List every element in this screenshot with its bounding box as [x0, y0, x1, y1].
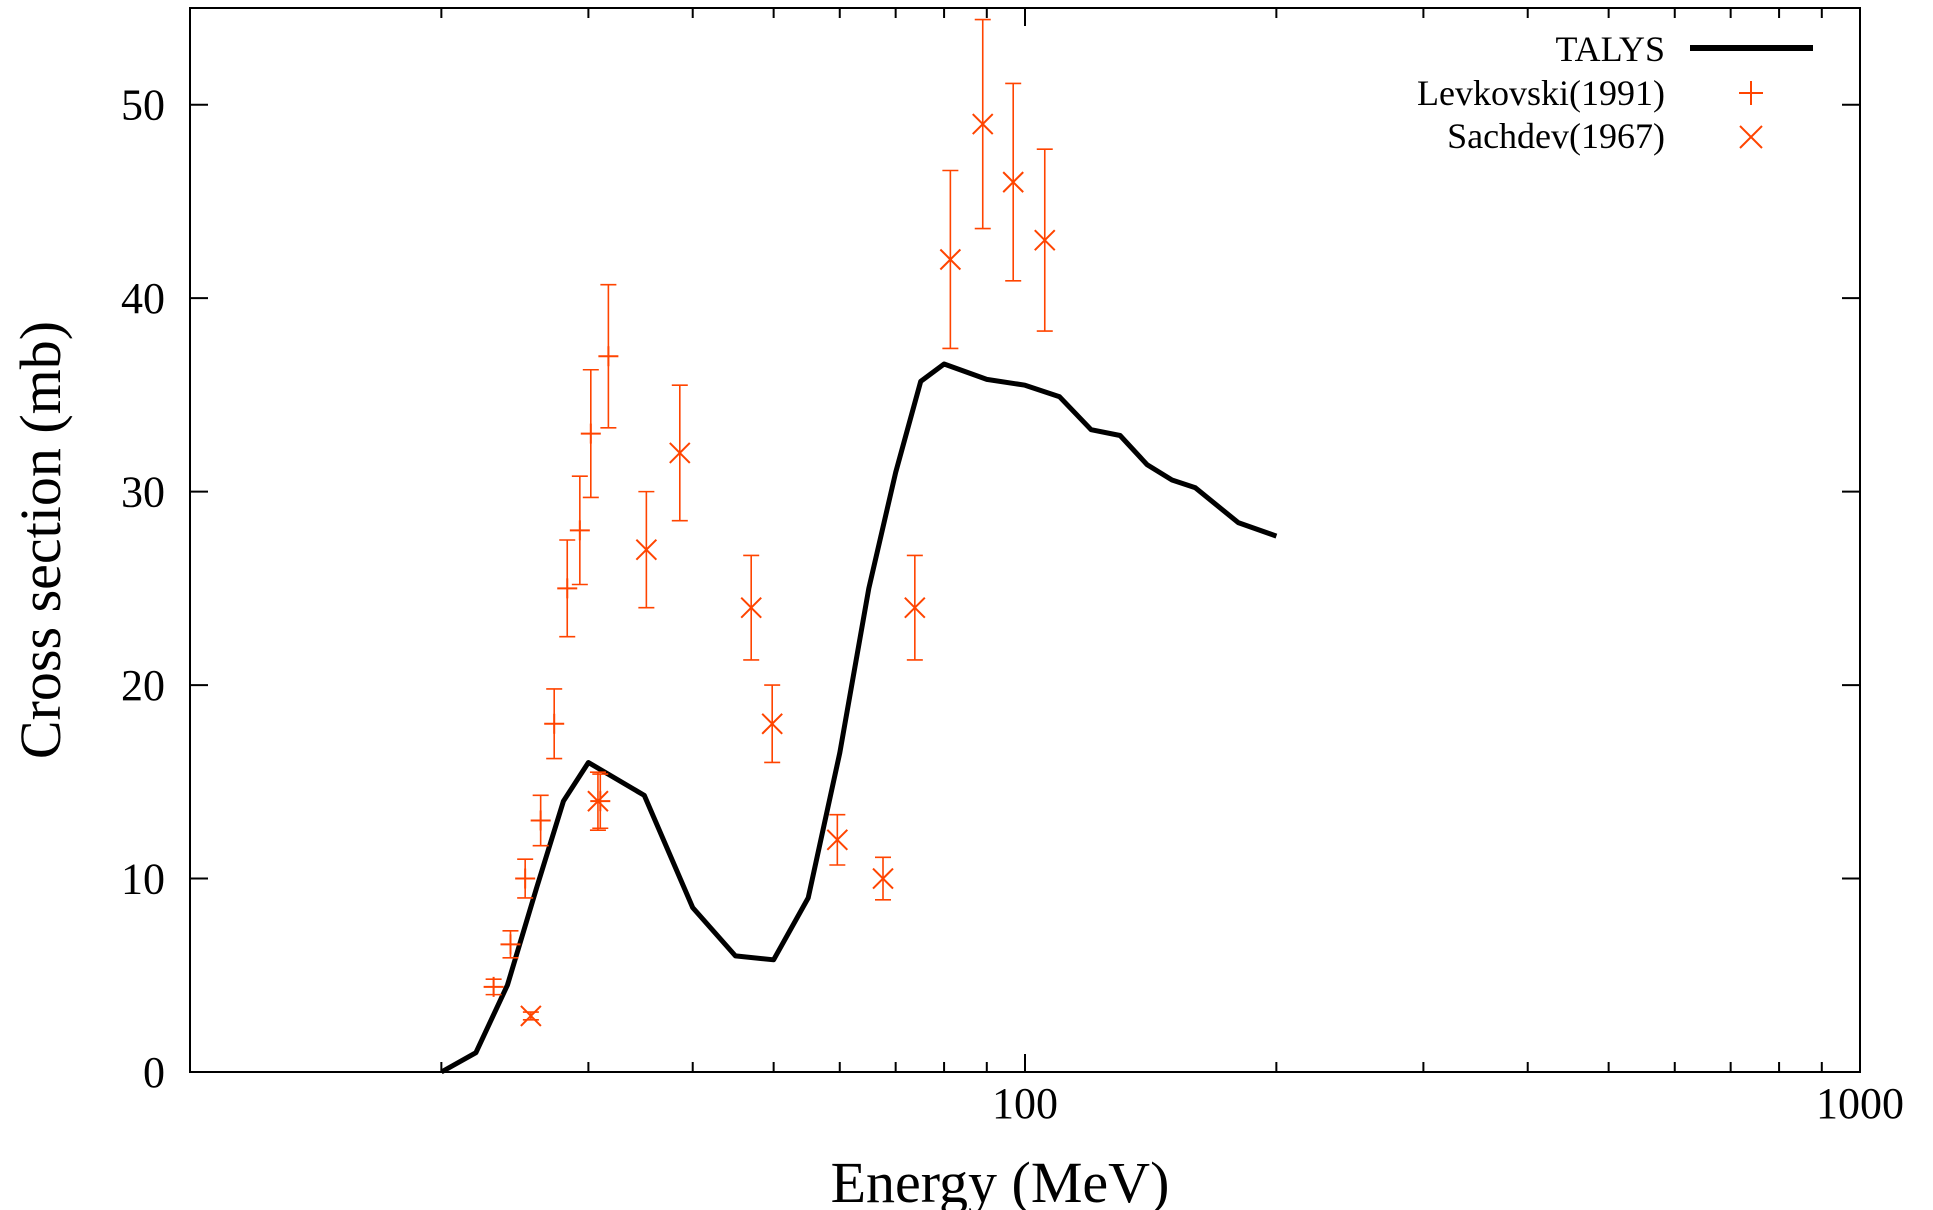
- axis-tick-labels: 0 10 20 30 40 50 100 1000: [121, 81, 1904, 1128]
- legend-label-sachdev: Sachdev(1967): [1447, 116, 1665, 156]
- y-tick-label: 20: [121, 661, 165, 710]
- data-point: [569, 475, 590, 586]
- plot-frame: [189, 7, 1861, 1073]
- y-tick-label: 30: [121, 468, 165, 517]
- legend-swatch-sachdev: [1739, 125, 1763, 149]
- data-point: [544, 688, 565, 760]
- cross-marker-b: [872, 867, 894, 890]
- cross-marker-b: [520, 1005, 542, 1027]
- data-point: [740, 554, 762, 661]
- data-point: [1002, 82, 1024, 282]
- legend-label-talys: TALYS: [1555, 29, 1665, 69]
- cross-marker-b: [1002, 171, 1024, 193]
- cross-marker-b: [761, 713, 783, 735]
- cross-marker-b: [740, 597, 762, 619]
- data-point: [557, 539, 578, 638]
- data-point: [939, 169, 962, 350]
- axis-ticks: [189, 8, 1861, 1073]
- x-axis-title: Energy (MeV): [831, 1150, 1170, 1210]
- x-tick-label: 100: [992, 1079, 1058, 1128]
- cross-marker-b: [826, 829, 849, 851]
- cross-marker-b: [635, 538, 658, 561]
- data-point: [587, 771, 609, 831]
- y-tick-label: 0: [143, 1048, 165, 1097]
- cross-marker-b: [904, 597, 926, 619]
- data-point: [483, 976, 504, 997]
- y-tick-label: 40: [121, 274, 165, 323]
- data-series: [440, 18, 1278, 1075]
- y-axis-title: Cross section (mb): [8, 321, 73, 759]
- data-point: [669, 384, 691, 522]
- data-point: [530, 794, 551, 847]
- data-point: [635, 490, 658, 609]
- legend: TALYS Levkovski(1991) Sachdev(1967): [1417, 29, 1813, 156]
- cross-marker-b: [669, 442, 691, 464]
- data-point: [904, 554, 926, 661]
- data-point: [500, 929, 521, 959]
- data-point: [598, 283, 619, 429]
- series-cross: [520, 18, 1056, 1027]
- data-point: [520, 1005, 542, 1027]
- legend-label-levkovski: Levkovski(1991): [1417, 73, 1665, 113]
- data-point: [1034, 148, 1056, 332]
- cross-marker-b: [1034, 229, 1056, 251]
- cross-marker-b: [972, 113, 994, 135]
- data-point: [972, 18, 994, 230]
- y-tick-label: 10: [121, 855, 165, 904]
- y-tick-label: 50: [121, 81, 165, 130]
- data-point: [761, 684, 783, 764]
- plot-border: [189, 7, 1861, 1073]
- data-point: [826, 813, 849, 866]
- data-point: [515, 858, 536, 899]
- data-point: [580, 368, 601, 499]
- series-plus: [483, 283, 619, 997]
- cross-marker-b: [587, 790, 609, 812]
- data-point: [590, 773, 611, 830]
- data-point: [872, 856, 894, 901]
- x-tick-label: 1000: [1816, 1079, 1904, 1128]
- cross-marker-b: [939, 248, 962, 271]
- series-line: [440, 361, 1278, 1075]
- legend-swatch-levkovski: [1739, 81, 1763, 105]
- talys-curve: [440, 361, 1278, 1075]
